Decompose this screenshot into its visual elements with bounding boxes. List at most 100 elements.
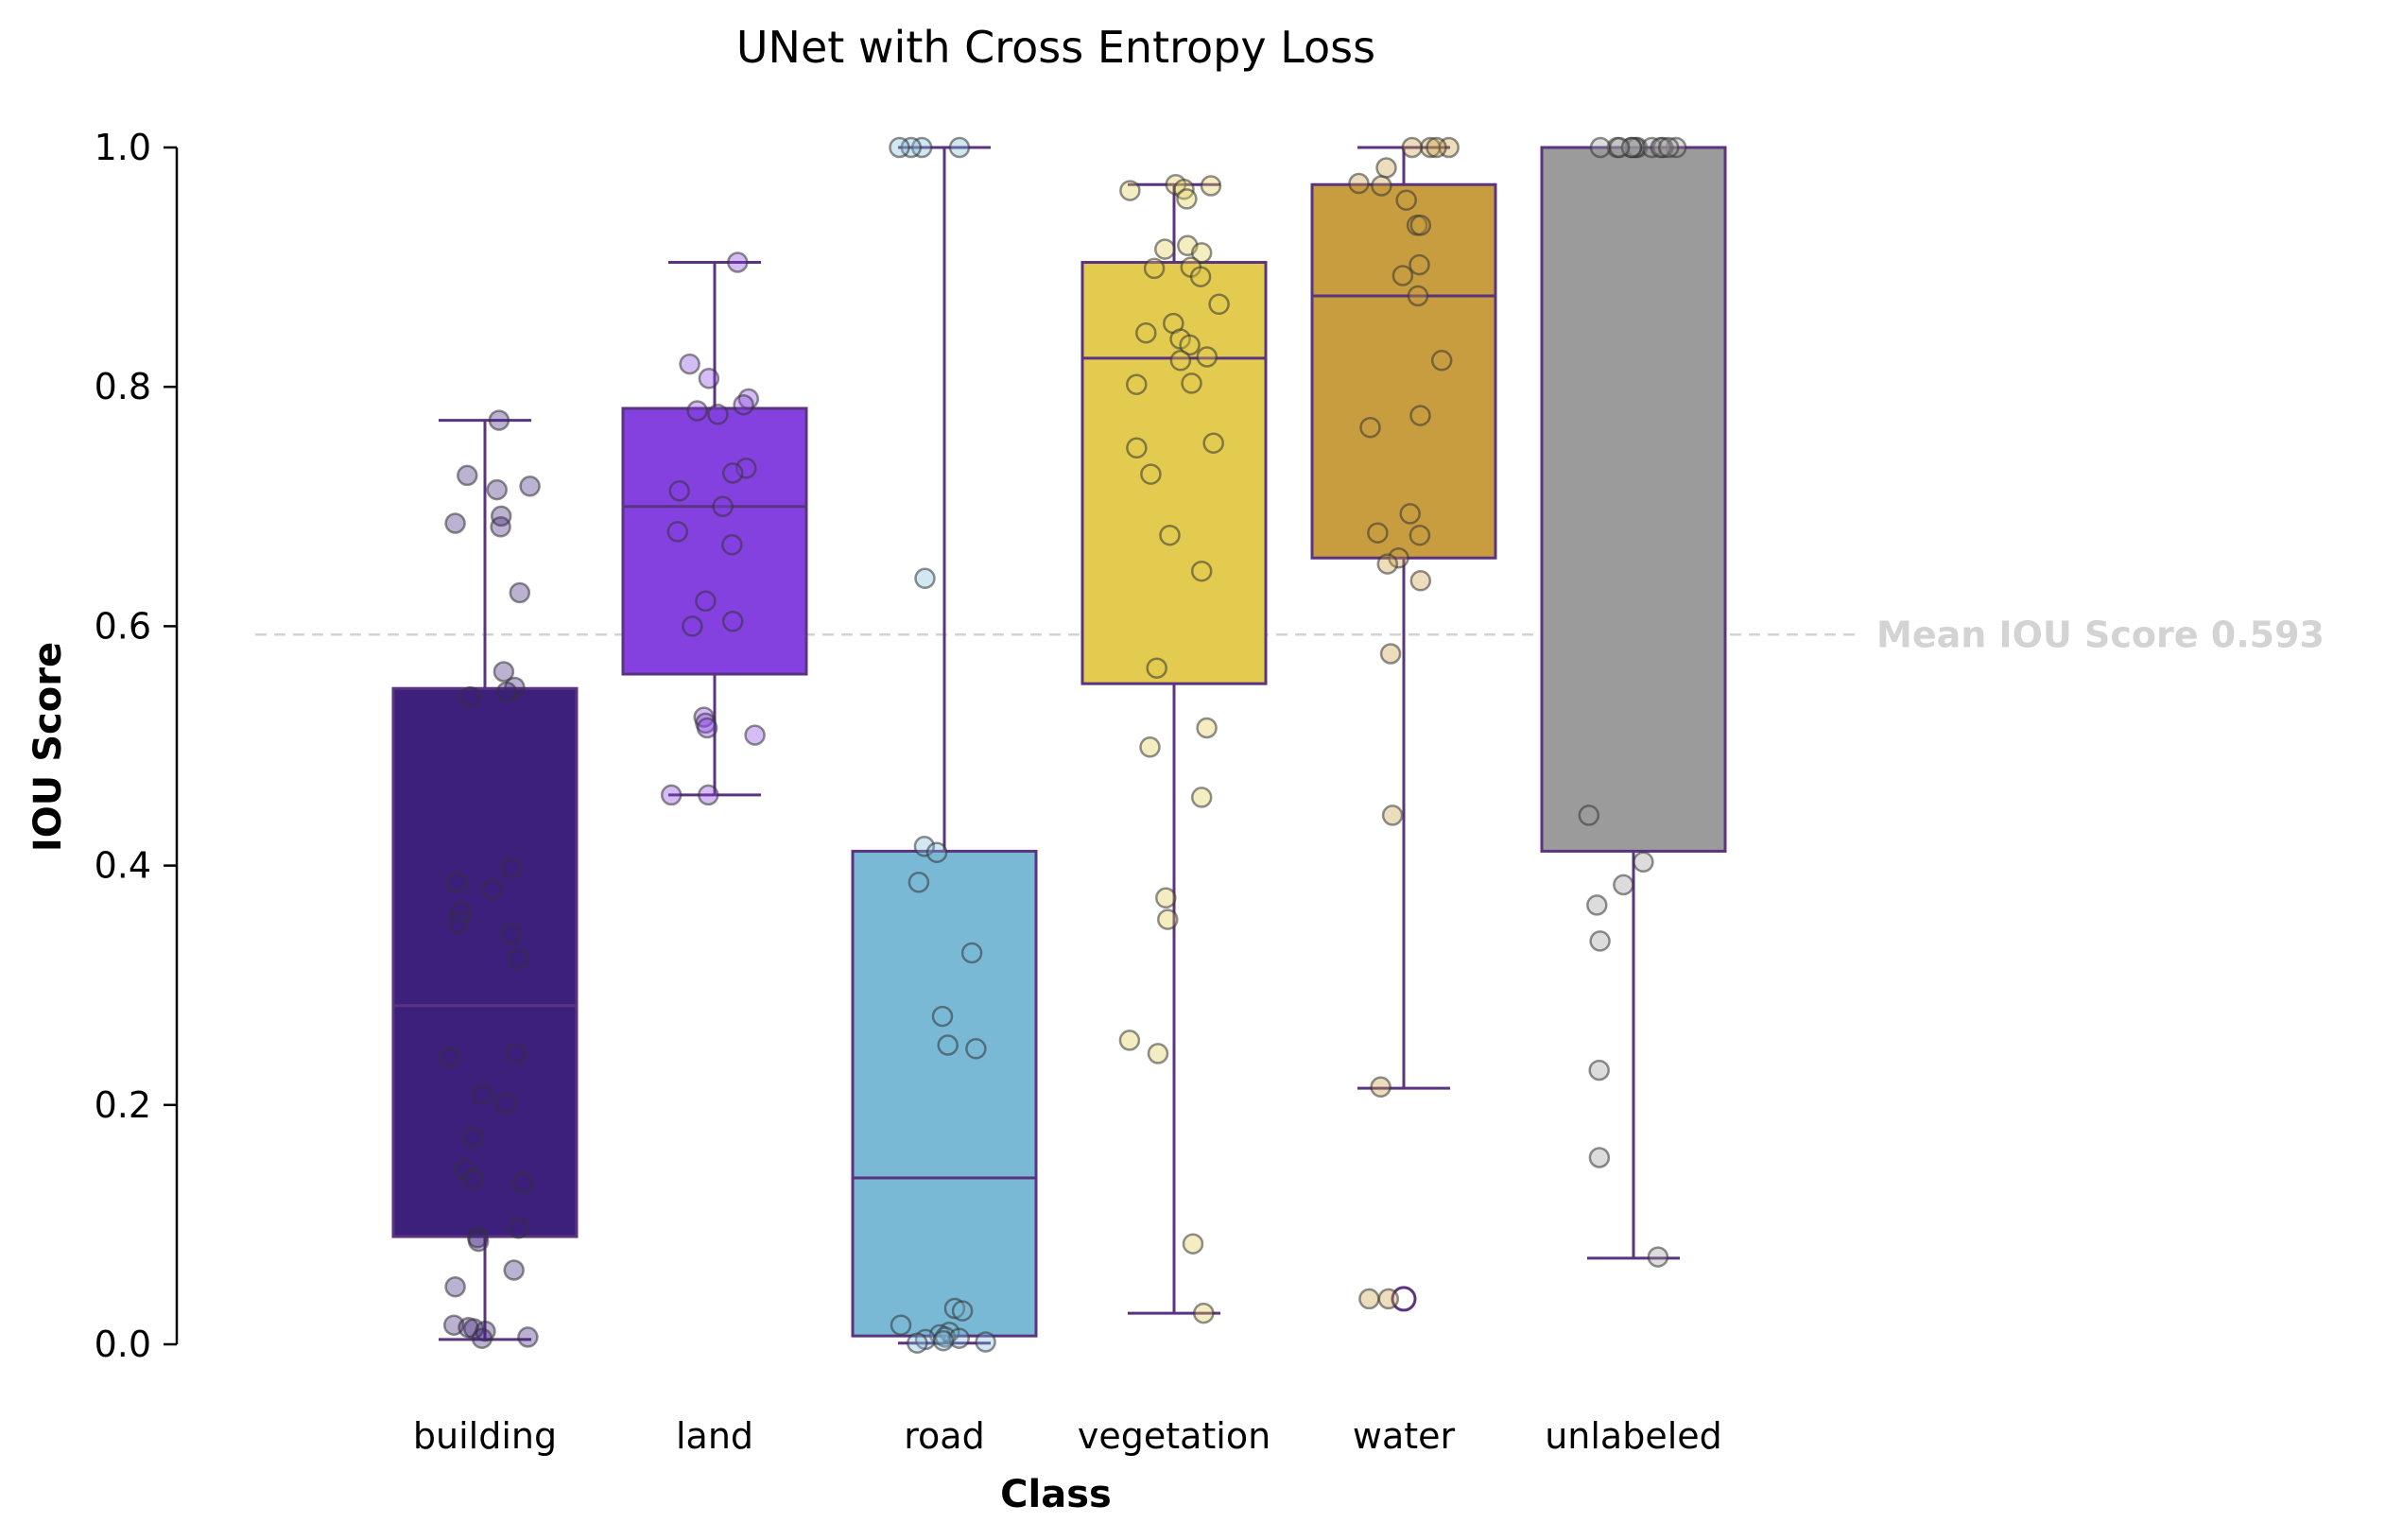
data-point [519,476,541,497]
data-point [1140,463,1162,485]
data-point [1196,717,1218,739]
x-tick-label: water [1353,1415,1456,1457]
data-point [889,136,910,159]
data-point [1395,189,1417,211]
box-body [1080,261,1268,685]
data-point [914,567,936,590]
data-point [1118,1030,1141,1051]
data-point [707,404,729,425]
data-point [1657,136,1680,159]
data-point [1589,930,1611,952]
data-point [444,1275,466,1298]
data-point [721,611,744,632]
box-water [1310,146,1497,1312]
data-point [508,948,529,970]
x-tick-label: vegetation [1078,1415,1270,1457]
data-point [1179,334,1201,356]
data-point [1391,265,1414,286]
data-point [444,512,466,534]
x-axis-label: Class [1000,1473,1112,1516]
data-point [490,516,511,538]
y-axis-label: IOU Score [26,642,70,852]
data-point [686,400,708,422]
data-point [1196,346,1218,368]
data-point [1154,238,1176,260]
data-point [666,521,689,543]
data-point [1143,257,1166,280]
data-point [1388,546,1409,569]
data-point [1139,736,1161,758]
data-point [712,495,734,518]
data-point [1190,787,1213,808]
data-point [494,1093,517,1115]
data-point [505,1043,527,1064]
data-point [721,534,743,556]
data-point [1379,643,1402,665]
data-point [1430,350,1453,372]
data-point [948,136,971,159]
data-point [932,1329,955,1352]
data-point [733,393,754,416]
data-point [1371,175,1392,197]
y-axis-ticks: 0.0 0.2 0.4 0.6 0.8 1.0 [95,127,177,1365]
box-body [1540,146,1727,853]
box-land [621,261,808,797]
data-point [1409,405,1431,426]
data-point [1147,1043,1169,1064]
data-point [698,368,720,389]
data-point [509,581,531,604]
box-body [621,407,808,676]
data-point [1586,894,1608,916]
data-point [1181,372,1202,394]
data-point [1189,266,1212,287]
box-body [1310,182,1497,560]
data-point [1409,570,1432,592]
points-vegetation [1118,173,1230,1324]
data-point [1377,1288,1400,1310]
y-tick-label: 0.4 [95,845,151,887]
data-point [1182,1233,1204,1254]
y-tick-label: 1.0 [95,127,151,168]
data-point [1193,1302,1215,1324]
data-point [1169,350,1192,372]
data-point [907,872,930,893]
data-point [447,912,470,934]
y-tick-label: 0.8 [95,366,151,407]
data-point [1358,1288,1380,1310]
data-point [1208,293,1230,316]
data-point [682,615,703,637]
data-point [1588,1147,1611,1168]
data-point [1426,136,1447,159]
data-point [508,1217,529,1239]
data-point [439,1046,460,1068]
data-point [1359,416,1381,439]
data-point [727,251,749,273]
data-point [1200,175,1222,197]
box-road [851,146,1038,1345]
data-point [493,661,515,683]
data-point [1155,887,1177,909]
data-point [1157,908,1179,930]
data-point [1409,524,1431,546]
data-point [1650,136,1672,159]
data-point [931,1005,954,1028]
data-point [679,353,700,375]
data-point [1407,285,1429,307]
points-land [660,251,766,806]
data-point [461,1126,484,1149]
x-tick-label: unlabeled [1545,1415,1722,1457]
data-point [1202,432,1224,454]
data-point [1176,188,1198,210]
y-tick-label: 0.6 [95,605,151,647]
data-point [1399,503,1421,525]
outlier-marker [1391,1286,1417,1312]
data-point [1126,437,1148,459]
data-point [721,462,744,484]
box-building [391,419,579,1341]
points-unlabeled [1578,136,1687,1268]
data-point [1119,180,1141,201]
data-points [439,136,1687,1354]
chart-title: UNet with Cross Entropy Loss [736,22,1375,73]
data-point [503,1259,525,1281]
